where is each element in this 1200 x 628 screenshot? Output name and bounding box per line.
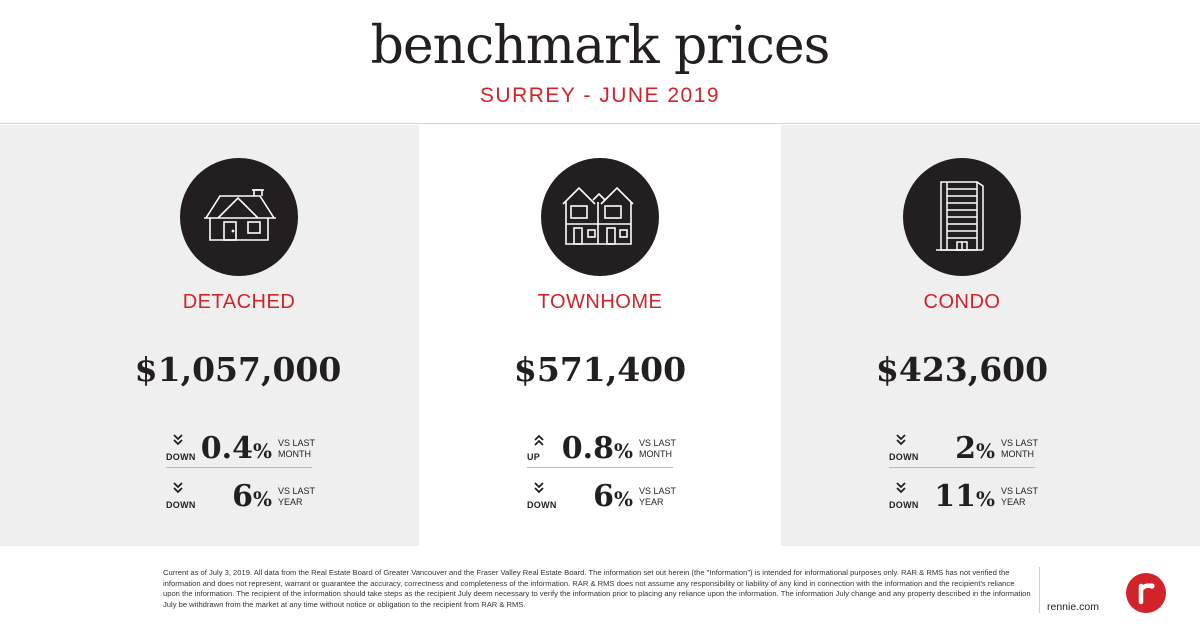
property-type-label: TOWNHOME <box>537 291 663 313</box>
stat-comparison: VS LAST YEAR <box>639 486 677 507</box>
stat-value: 0.8% <box>561 431 633 466</box>
footer-divider <box>1039 567 1040 613</box>
benchmark-price: $571,400 <box>513 350 687 389</box>
stat-value: 0.4% <box>200 431 272 466</box>
double-chevron-down-icon <box>534 482 544 494</box>
panel-detached: DETACHED $1,057,000 DOWN 0.4% VS LAST MON… <box>0 125 419 546</box>
stat-comparison: VS LAST MONTH <box>278 438 316 459</box>
double-chevron-up-icon <box>534 434 544 446</box>
stat-value: 6% <box>593 479 633 514</box>
stat-direction: DOWN <box>166 452 196 462</box>
rennie-logo-icon <box>1126 573 1166 613</box>
page-header: benchmark prices SURREY - JUNE 2019 <box>0 0 1200 124</box>
stat-direction: DOWN <box>889 500 919 510</box>
stat-vs-last-month: UP 0.8% VS LAST MONTH <box>527 432 677 472</box>
stat-vs-last-year: DOWN 11% VS LAST YEAR <box>889 480 1039 520</box>
property-type-label: DETACHED <box>182 291 296 313</box>
townhome-icon <box>541 158 659 276</box>
property-type-label: CONDO <box>923 291 1001 313</box>
stat-vs-last-year: DOWN 6% VS LAST YEAR <box>527 480 677 520</box>
detached-house-icon <box>180 158 298 276</box>
double-chevron-down-icon <box>896 482 906 494</box>
panel-condo: CONDO $423,600 DOWN 2% VS LAST MONTH DOWN… <box>781 125 1200 546</box>
benchmark-price: $1,057,000 <box>134 350 342 389</box>
panel-townhome: TOWNHOME $571,400 UP 0.8% VS LAST MONTH D… <box>419 125 781 546</box>
stat-comparison: VS LAST MONTH <box>639 438 677 459</box>
stat-comparison: VS LAST YEAR <box>278 486 316 507</box>
stat-value: 6% <box>232 479 272 514</box>
stat-comparison: VS LAST YEAR <box>1001 486 1039 507</box>
stat-direction: DOWN <box>889 452 919 462</box>
stat-direction: UP <box>527 452 541 462</box>
stat-divider <box>166 467 312 468</box>
stat-value: 11% <box>934 479 995 514</box>
condo-tower-icon <box>903 158 1021 276</box>
stat-divider <box>889 467 1035 468</box>
stat-direction: DOWN <box>166 500 196 510</box>
benchmark-price: $423,600 <box>875 350 1049 389</box>
page-title: benchmark prices <box>370 16 831 76</box>
website-link[interactable]: rennie.com <box>1047 601 1099 613</box>
stat-vs-last-month: DOWN 2% VS LAST MONTH <box>889 432 1039 472</box>
stat-vs-last-month: DOWN 0.4% VS LAST MONTH <box>166 432 316 472</box>
double-chevron-down-icon <box>173 482 183 494</box>
disclaimer-text: Current as of July 3, 2019. All data fro… <box>163 568 1031 609</box>
stat-vs-last-year: DOWN 6% VS LAST YEAR <box>166 480 316 520</box>
double-chevron-down-icon <box>173 434 183 446</box>
double-chevron-down-icon <box>896 434 906 446</box>
stat-direction: DOWN <box>527 500 557 510</box>
stat-divider <box>527 467 673 468</box>
stat-value: 2% <box>955 431 995 466</box>
page-subtitle: SURREY - JUNE 2019 <box>479 84 721 107</box>
stat-comparison: VS LAST MONTH <box>1001 438 1039 459</box>
